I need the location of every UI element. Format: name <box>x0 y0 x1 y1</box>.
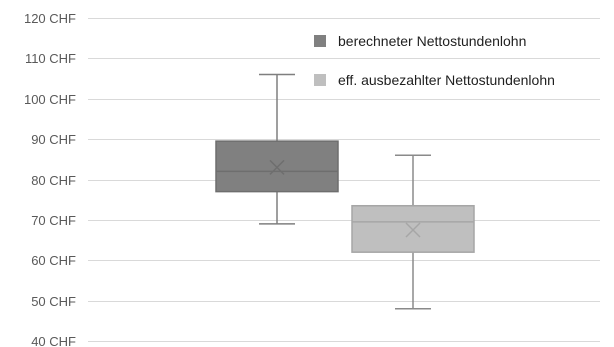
legend-label: eff. ausbezahlter Nettostundenlohn <box>338 72 555 88</box>
y-tick-label: 60 CHF <box>31 253 76 268</box>
mean-marker <box>269 159 285 175</box>
y-tick-label: 80 CHF <box>31 173 76 188</box>
y-tick-label: 120 CHF <box>24 11 76 26</box>
legend-item-2: eff. ausbezahlter Nettostundenlohn <box>314 72 555 88</box>
y-tick-label: 100 CHF <box>24 92 76 107</box>
y-tick-label: 90 CHF <box>31 132 76 147</box>
y-tick-label: 70 CHF <box>31 213 76 228</box>
y-tick-label: 50 CHF <box>31 294 76 309</box>
y-tick-label: 40 CHF <box>31 334 76 347</box>
legend: berechneter Nettostundenlohn eff. ausbeza… <box>314 33 555 88</box>
gridlines <box>88 18 600 342</box>
legend-swatch <box>314 35 326 47</box>
legend-item-1: berechneter Nettostundenlohn <box>314 33 526 49</box>
box-1 <box>215 73 339 225</box>
legend-label: berechneter Nettostundenlohn <box>338 33 526 49</box>
legend-swatch <box>314 74 326 86</box>
y-axis-labels: 40 CHF 50 CHF 60 CHF 70 CHF 80 CHF 90 CHF 100 … <box>24 11 76 347</box>
y-tick-label: 110 CHF <box>25 51 76 66</box>
mean-marker <box>405 222 421 238</box>
box-2 <box>351 154 475 310</box>
boxes <box>215 73 475 310</box>
